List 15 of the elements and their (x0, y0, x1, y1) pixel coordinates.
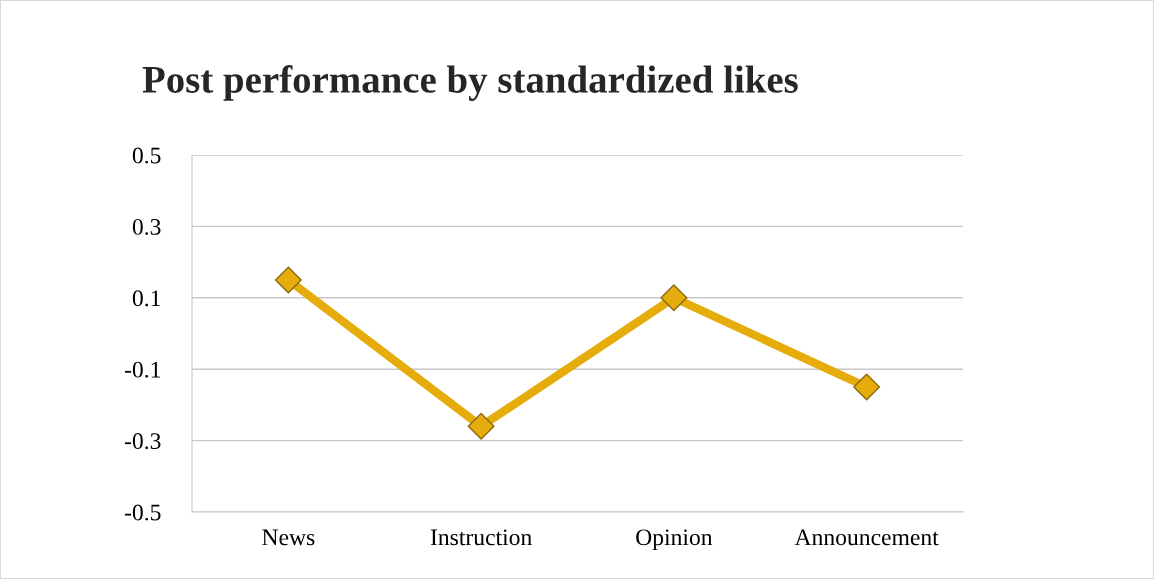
point (660, 284, 688, 312)
x-tick-label: Instruction (430, 529, 532, 546)
x-tick-label: News (262, 529, 315, 546)
y-tick-label: 0.1 (132, 290, 161, 307)
point (853, 373, 881, 401)
x-tick-label: Announcement (794, 529, 939, 546)
y-tick-label: 0.3 (132, 218, 161, 235)
y-tick-label: 0.5 (132, 147, 161, 164)
y-tick-label: -0.5 (124, 504, 161, 521)
y-tick-label: -0.1 (124, 361, 161, 378)
y-tick-label: -0.3 (124, 433, 161, 450)
chart-title: Post performance by standardized likes (142, 65, 798, 101)
point (467, 412, 495, 440)
point (274, 266, 302, 294)
x-tick-label: Opinion (636, 529, 713, 551)
